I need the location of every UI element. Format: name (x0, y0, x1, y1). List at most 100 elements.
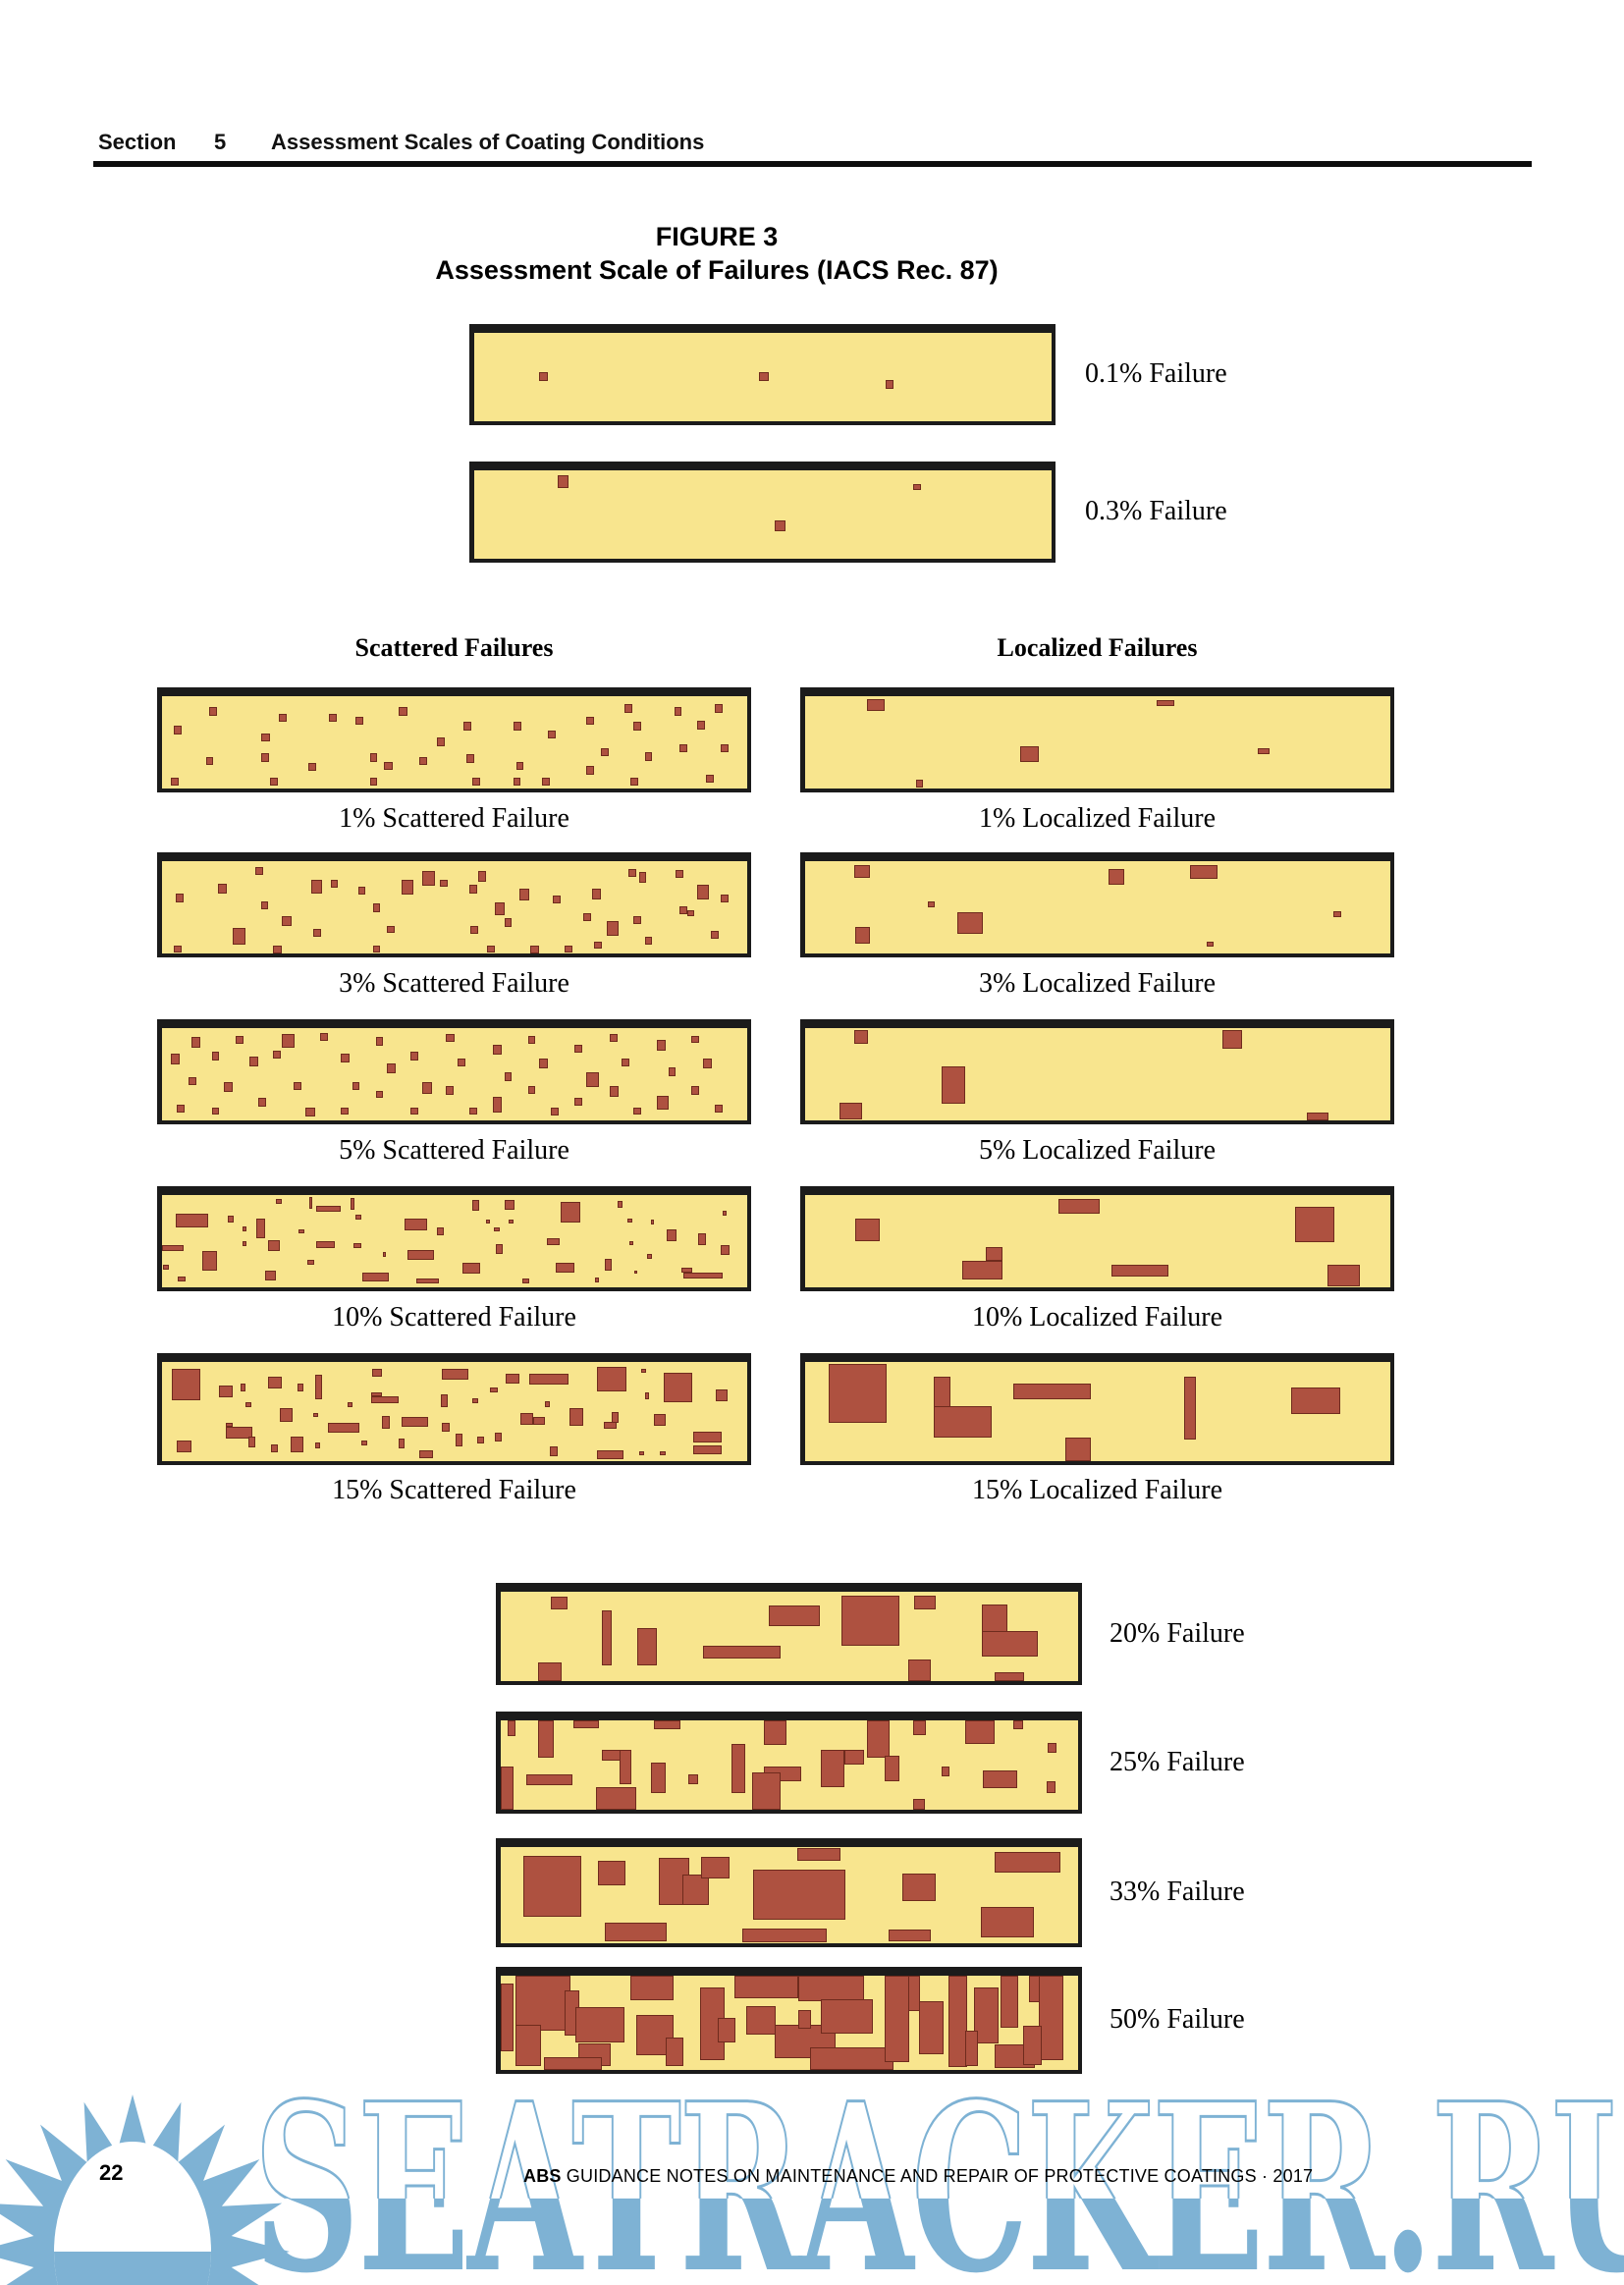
failure-mark (282, 1033, 295, 1048)
failure-mark (162, 1245, 185, 1252)
failure-mark (468, 885, 478, 894)
failure-mark (597, 1449, 624, 1459)
failure-mark (401, 1417, 428, 1428)
panel-localized-15pct (800, 1353, 1394, 1465)
failure-mark (515, 761, 524, 771)
failure-mark (422, 871, 435, 887)
failure-mark (664, 1373, 692, 1403)
failure-mark (641, 1368, 646, 1374)
failure-mark (546, 1237, 560, 1246)
failure-mark (586, 766, 594, 775)
failure-mark (659, 1451, 667, 1456)
panel-failure-0-3pct (469, 462, 1056, 563)
failure-mark (595, 1277, 600, 1282)
failure-mark (638, 872, 647, 883)
failure-mark (572, 1720, 599, 1729)
failure-mark (249, 1057, 259, 1067)
failure-mark (965, 2030, 979, 2067)
failure-mark (575, 2006, 625, 2043)
failure-mark (175, 893, 185, 903)
failure-mark (528, 1374, 568, 1386)
failure-mark (982, 1769, 1018, 1789)
failure-mark (644, 1392, 650, 1399)
failure-mark (902, 1874, 937, 1901)
failure-mark (471, 777, 480, 787)
label-scattered-3pct: 3% Scattered Failure (339, 968, 569, 999)
failure-mark (235, 1035, 244, 1044)
section-title: Assessment Scales of Coating Conditions (271, 130, 705, 154)
failure-mark (340, 1054, 350, 1062)
failure-mark (674, 707, 682, 716)
failure-mark (190, 1037, 201, 1048)
failure-mark (404, 1218, 427, 1230)
section-number: 5 (214, 130, 227, 154)
failure-mark (650, 1220, 655, 1225)
failure-mark (995, 1671, 1024, 1681)
failure-mark (774, 520, 785, 532)
label-scattered-1pct: 1% Scattered Failure (339, 803, 569, 834)
failure-mark (538, 1720, 554, 1759)
failure-mark (721, 894, 729, 903)
failure-mark (644, 937, 653, 945)
header-rule (93, 161, 1532, 167)
failure-mark (586, 1072, 599, 1088)
failure-mark (305, 1107, 315, 1117)
failure-mark (598, 1860, 625, 1886)
failure-mark (654, 1414, 666, 1427)
failure-mark (907, 1976, 921, 2012)
failure-mark (632, 1107, 641, 1115)
failure-mark (623, 704, 632, 713)
failure-mark (914, 1595, 936, 1610)
label-scattered-15pct: 15% Scattered Failure (332, 1475, 576, 1505)
failure-mark (313, 1413, 319, 1418)
failure-mark (717, 2018, 736, 2043)
panel-localized-3pct (800, 852, 1394, 957)
failure-mark (854, 926, 871, 944)
failure-mark (419, 1449, 433, 1458)
failure-mark (1206, 941, 1214, 948)
failure-mark (455, 1434, 462, 1447)
failure-mark (1110, 1265, 1168, 1277)
failure-mark (601, 747, 609, 757)
failure-mark (537, 1661, 562, 1681)
failure-mark (508, 1720, 516, 1737)
failure-mark (255, 1218, 265, 1238)
failure-mark (630, 1976, 675, 2000)
failure-mark (308, 762, 316, 772)
footer-text: ABS GUIDANCE NOTES ON MAINTENANCE AND RE… (523, 2166, 1313, 2187)
failure-mark (315, 1240, 335, 1248)
failure-mark (294, 1081, 301, 1090)
failure-mark (928, 901, 936, 907)
failure-mark (633, 1270, 637, 1275)
failure-mark (574, 1098, 582, 1106)
failure-mark (558, 475, 568, 488)
failure-mark (653, 1720, 680, 1730)
failure-mark (170, 777, 179, 787)
failure-mark (315, 1206, 341, 1212)
failure-mark (312, 928, 322, 938)
failure-mark (632, 722, 641, 731)
failure-mark (362, 1272, 389, 1281)
failure-mark (796, 1847, 840, 1861)
failure-mark (176, 1105, 186, 1114)
failure-mark (494, 1433, 502, 1442)
failure-mark (527, 1086, 536, 1094)
failure-mark (440, 879, 448, 888)
failure-mark (506, 1374, 519, 1385)
column-header-scattered: Scattered Failures (354, 633, 554, 662)
failure-mark (223, 1081, 234, 1092)
failure-mark (751, 1771, 782, 1810)
failure-mark (372, 903, 381, 912)
failure-mark (682, 1875, 710, 1905)
failure-mark (701, 1856, 730, 1879)
failure-mark (440, 1394, 448, 1407)
failure-mark (375, 1090, 384, 1099)
failure-mark (697, 721, 706, 730)
failure-mark (255, 866, 264, 876)
failure-mark (242, 1225, 247, 1231)
failure-mark (468, 1107, 477, 1115)
label-scattered-10pct: 10% Scattered Failure (332, 1302, 576, 1333)
failure-mark (462, 1263, 481, 1274)
figure-number: FIGURE 3 (655, 222, 779, 251)
failure-mark (492, 1044, 503, 1056)
